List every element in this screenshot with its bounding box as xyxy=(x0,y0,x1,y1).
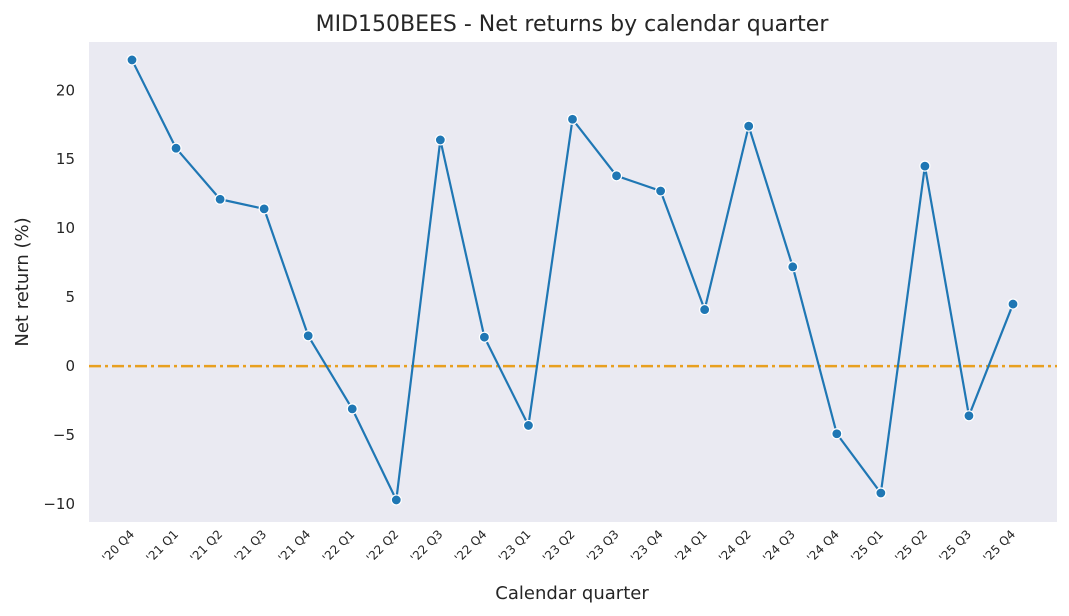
data-point xyxy=(390,494,402,506)
x-tick-label: '22 Q1 xyxy=(320,527,358,565)
data-point xyxy=(566,113,579,125)
x-tick-label: '25 Q2 xyxy=(892,527,930,565)
data-point xyxy=(963,410,975,422)
y-tick-label: 5 xyxy=(65,288,75,306)
chart-title: MID150BEES - Net returns by calendar qua… xyxy=(316,12,830,37)
x-tick-label: '24 Q3 xyxy=(760,527,798,565)
data-point xyxy=(258,203,270,215)
data-point xyxy=(126,54,138,66)
data-point xyxy=(699,303,711,316)
y-tick-label: 10 xyxy=(56,219,75,237)
data-point xyxy=(831,428,843,440)
data-point xyxy=(743,120,755,132)
data-point xyxy=(1007,298,1019,310)
x-tick-label: '24 Q4 xyxy=(804,527,842,565)
x-tick-label: '20 Q4 xyxy=(99,527,137,565)
x-tick-label: '22 Q3 xyxy=(408,527,446,565)
data-point xyxy=(787,261,799,273)
data-point xyxy=(919,160,931,172)
x-tick-label: '23 Q1 xyxy=(496,527,534,565)
y-tick-label: 0 xyxy=(65,357,75,375)
y-tick-label: −10 xyxy=(43,495,75,513)
x-tick-label: '24 Q1 xyxy=(672,527,710,565)
data-point xyxy=(434,134,446,146)
x-tick-label: '23 Q2 xyxy=(540,527,578,565)
x-tick-label: '24 Q2 xyxy=(716,527,754,565)
data-point xyxy=(302,330,314,342)
x-tick-label: '22 Q4 xyxy=(452,527,490,565)
x-tick-label: '21 Q1 xyxy=(143,527,181,565)
x-tick-label: '21 Q4 xyxy=(276,527,314,565)
x-tick-label: '23 Q4 xyxy=(628,527,666,565)
y-axis-label: Net return (%) xyxy=(12,217,33,346)
data-point xyxy=(654,185,667,197)
x-tick-label: '21 Q2 xyxy=(187,527,225,565)
x-tick-label: '25 Q1 xyxy=(848,527,886,565)
x-tick-label: '22 Q2 xyxy=(364,527,402,565)
data-point xyxy=(875,487,887,499)
y-tick-label: 15 xyxy=(56,150,75,168)
data-point xyxy=(170,142,182,154)
x-tick-label: '21 Q3 xyxy=(231,527,269,565)
x-tick-label: '25 Q4 xyxy=(980,527,1018,565)
x-tick-label: '25 Q3 xyxy=(936,527,974,565)
data-point xyxy=(478,331,490,343)
data-point xyxy=(346,403,358,415)
data-point xyxy=(214,193,226,205)
x-axis-label: Calendar quarter xyxy=(495,583,649,604)
y-tick-label: 20 xyxy=(56,81,75,99)
x-tick-label: '23 Q3 xyxy=(584,527,622,565)
data-point xyxy=(522,419,535,432)
data-point xyxy=(610,170,623,182)
y-tick-label: −5 xyxy=(53,426,75,444)
